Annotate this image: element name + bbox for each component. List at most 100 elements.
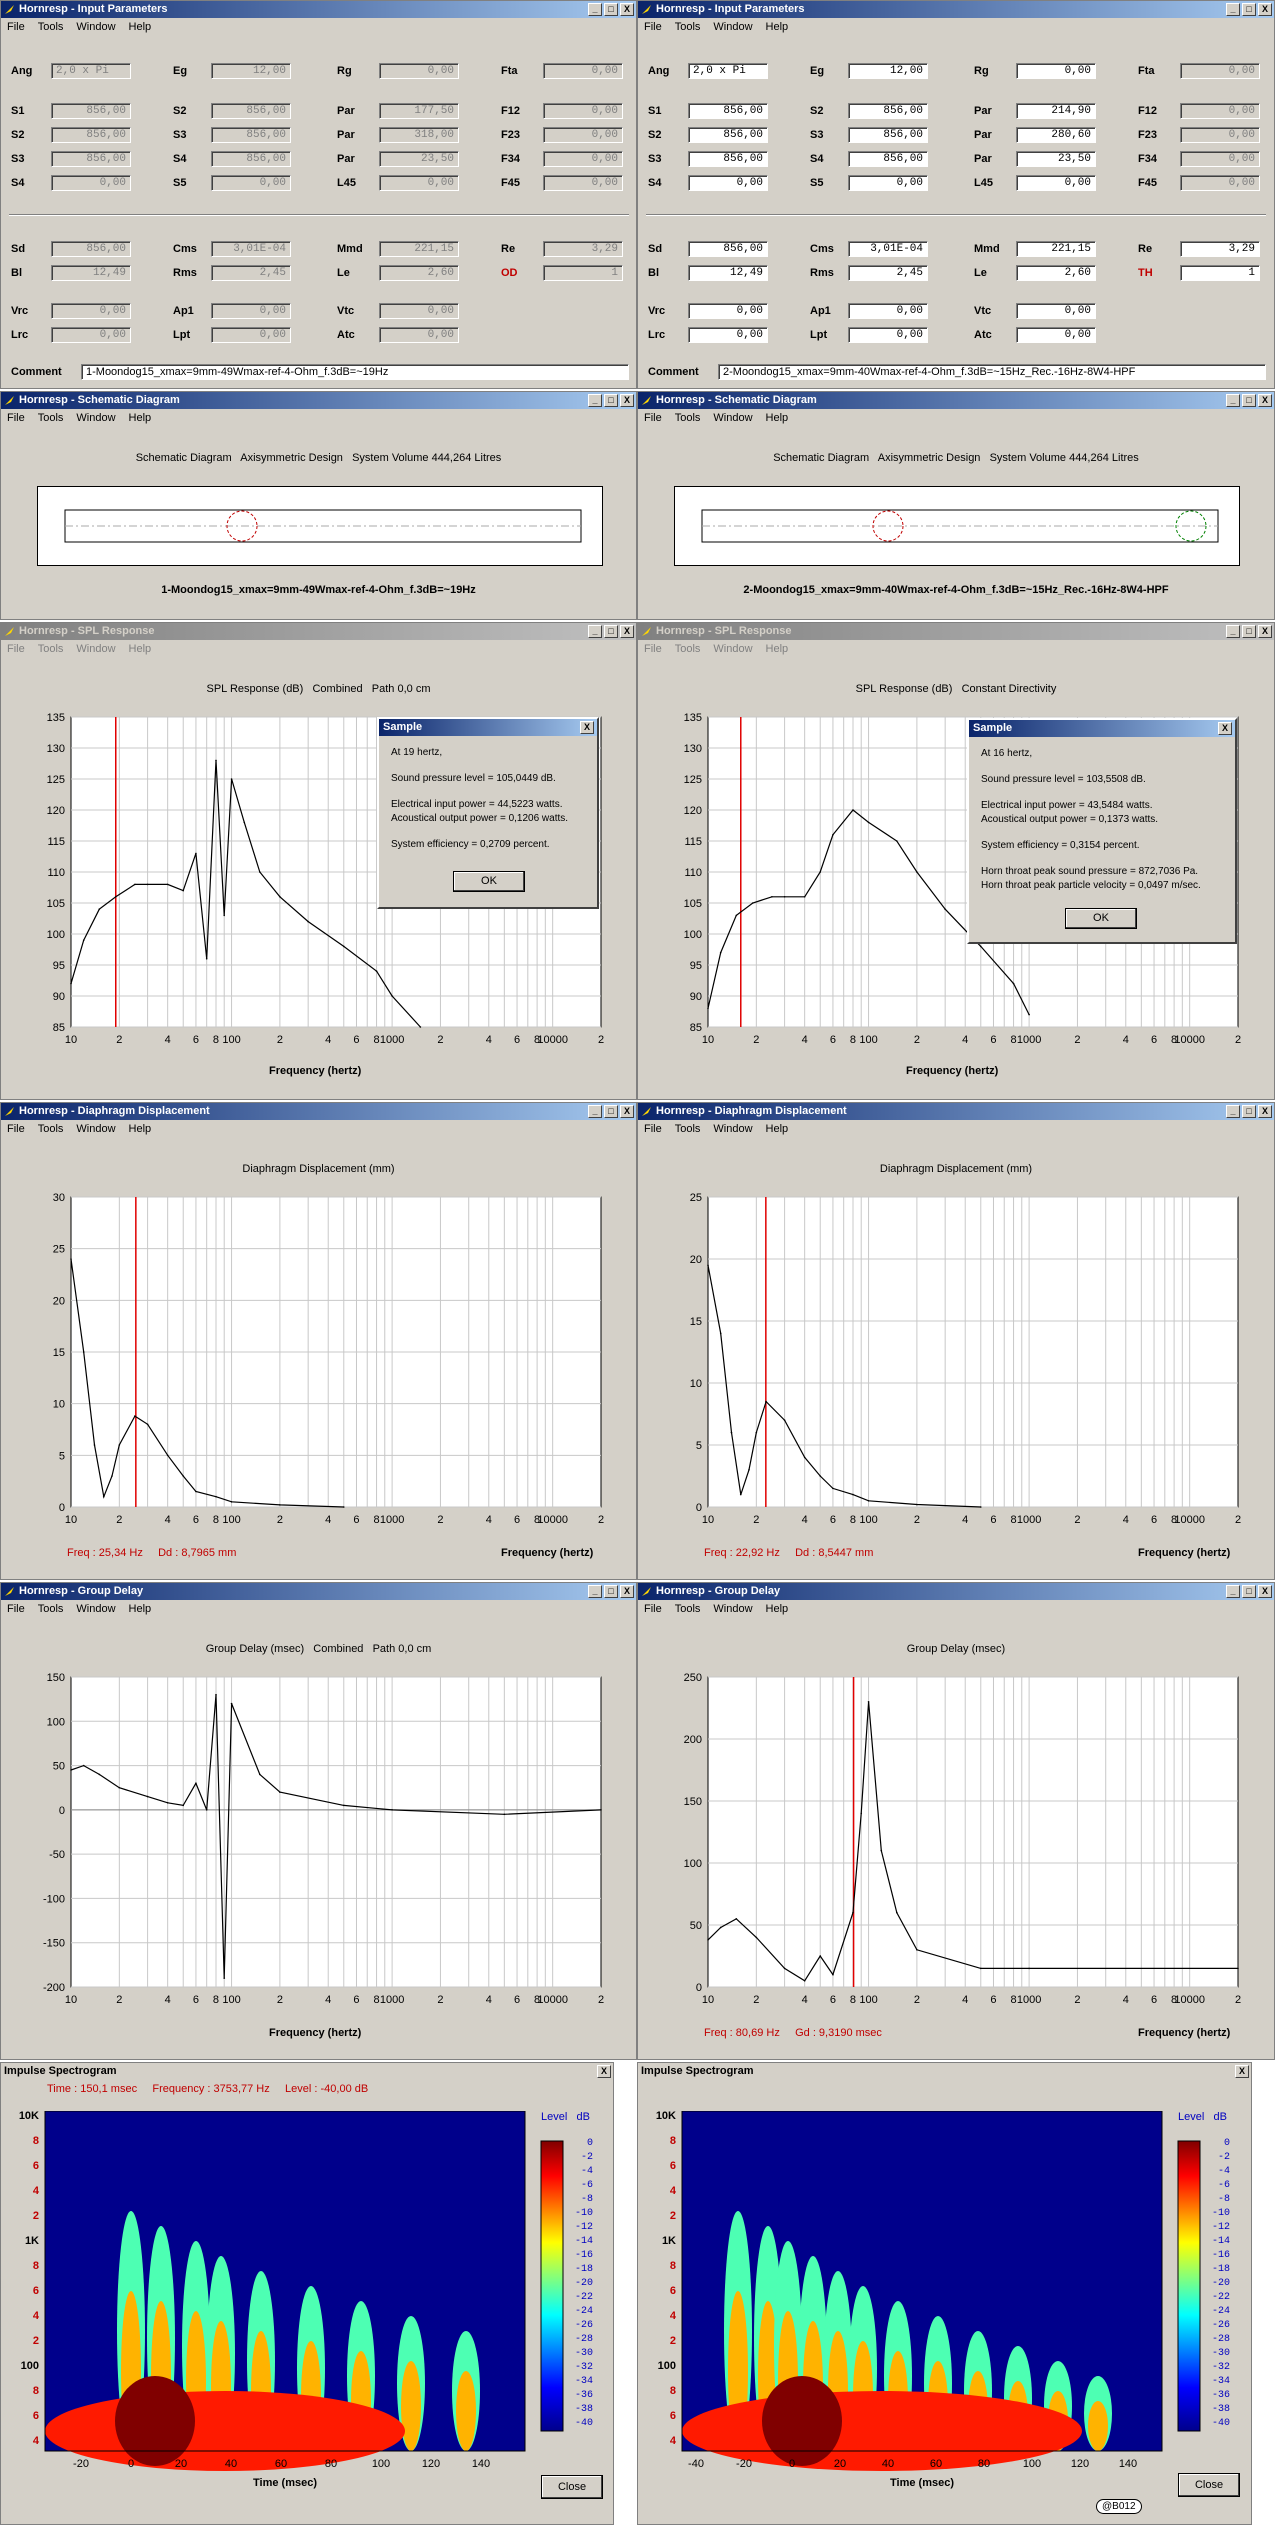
maximize-button[interactable]: □	[1242, 394, 1256, 407]
menu-window[interactable]: Window	[76, 643, 116, 655]
maximize-button[interactable]: □	[604, 1585, 618, 1598]
menu-window[interactable]: Window	[76, 21, 116, 33]
maximize-button[interactable]: □	[1242, 1585, 1256, 1598]
displacement-chart[interactable]: 0 5 10 15 20 25 30 10 2 4 6 8 100 2 4 6 8 1000 2 4 6 8 10000 2	[1, 1187, 636, 1527]
minimize-button[interactable]: _	[1226, 3, 1240, 16]
menu-window[interactable]: Window	[713, 1603, 753, 1615]
close-button[interactable]: X	[1258, 394, 1272, 407]
menu-help[interactable]: Help	[128, 643, 152, 655]
menu-help[interactable]: Help	[128, 21, 152, 33]
param-field-s4[interactable]: 0,00	[688, 175, 768, 191]
param-field-od[interactable]: 1	[543, 265, 623, 281]
param-field-par[interactable]: 23,50	[1016, 151, 1096, 167]
param-field-rms[interactable]: 2,45	[848, 265, 928, 281]
param-field-bl[interactable]: 12,49	[688, 265, 768, 281]
param-field-s4[interactable]: 856,00	[848, 151, 928, 167]
param-field-lpt[interactable]: 0,00	[848, 327, 928, 343]
menu-file[interactable]: File	[7, 1123, 25, 1135]
param-field-s5[interactable]: 0,00	[211, 175, 291, 191]
spectrogram-plot[interactable]: 10K 8 6 4 2 1K 8 6 4 2 100 8 6 4 -40 -20 0 20 40 60 80 100 120…	[638, 2110, 1251, 2511]
param-field-le[interactable]: 2,60	[1016, 265, 1096, 281]
menu-file[interactable]: File	[7, 643, 25, 655]
param-field-s2[interactable]: 856,00	[211, 103, 291, 119]
close-button[interactable]: X	[1258, 3, 1272, 16]
param-field-fta[interactable]: 0,00	[543, 63, 623, 79]
param-field-lpt[interactable]: 0,00	[211, 327, 291, 343]
minimize-button[interactable]: _	[1226, 625, 1240, 638]
param-field-par[interactable]: 177,50	[379, 103, 459, 119]
close-button[interactable]: X	[620, 394, 634, 407]
menu-tools[interactable]: Tools	[37, 21, 64, 33]
menu-tools[interactable]: Tools	[674, 21, 701, 33]
param-field-cms[interactable]: 3,01E-04	[211, 241, 291, 257]
minimize-button[interactable]: _	[1226, 1585, 1240, 1598]
param-field-s4[interactable]: 0,00	[51, 175, 131, 191]
menu-window[interactable]: Window	[713, 21, 753, 33]
param-field-s3[interactable]: 856,00	[211, 127, 291, 143]
menu-tools[interactable]: Tools	[674, 643, 701, 655]
minimize-button[interactable]: _	[588, 394, 602, 407]
param-field-re[interactable]: 3,29	[1180, 241, 1260, 257]
param-field-s1[interactable]: 856,00	[51, 103, 131, 119]
param-field-s3[interactable]: 856,00	[688, 151, 768, 167]
menu-help[interactable]: Help	[765, 643, 789, 655]
menu-tools[interactable]: Tools	[37, 1603, 64, 1615]
param-field-vtc[interactable]: 0,00	[379, 303, 459, 319]
param-field-sd[interactable]: 856,00	[51, 241, 131, 257]
param-field-par[interactable]: 280,60	[1016, 127, 1096, 143]
menu-help[interactable]: Help	[765, 412, 789, 424]
menu-window[interactable]: Window	[713, 643, 753, 655]
param-field-f23[interactable]: 0,00	[543, 127, 623, 143]
param-field-f23[interactable]: 0,00	[1180, 127, 1260, 143]
close-button[interactable]: Close	[1178, 2473, 1240, 2497]
param-field-f12[interactable]: 0,00	[1180, 103, 1260, 119]
close-button[interactable]: X	[1235, 2065, 1249, 2078]
param-field-fta[interactable]: 0,00	[1180, 63, 1260, 79]
maximize-button[interactable]: □	[1242, 625, 1256, 638]
close-button[interactable]: X	[1258, 625, 1272, 638]
param-field-bl[interactable]: 12,49	[51, 265, 131, 281]
minimize-button[interactable]: _	[588, 1585, 602, 1598]
param-field-vrc[interactable]: 0,00	[51, 303, 131, 319]
menu-window[interactable]: Window	[713, 412, 753, 424]
maximize-button[interactable]: □	[1242, 1105, 1256, 1118]
maximize-button[interactable]: □	[604, 394, 618, 407]
menu-window[interactable]: Window	[713, 1123, 753, 1135]
param-field-le[interactable]: 2,60	[379, 265, 459, 281]
minimize-button[interactable]: _	[1226, 1105, 1240, 1118]
param-field-f34[interactable]: 0,00	[543, 151, 623, 167]
param-field-s3[interactable]: 856,00	[848, 127, 928, 143]
param-field-f34[interactable]: 0,00	[1180, 151, 1260, 167]
menu-window[interactable]: Window	[76, 412, 116, 424]
param-field-atc[interactable]: 0,00	[379, 327, 459, 343]
close-button[interactable]: X	[620, 625, 634, 638]
param-field-re[interactable]: 3,29	[543, 241, 623, 257]
close-button[interactable]: X	[1258, 1585, 1272, 1598]
param-field-s3[interactable]: 856,00	[51, 151, 131, 167]
menu-tools[interactable]: Tools	[674, 1123, 701, 1135]
minimize-button[interactable]: _	[588, 1105, 602, 1118]
menu-tools[interactable]: Tools	[37, 1123, 64, 1135]
menu-help[interactable]: Help	[765, 1603, 789, 1615]
param-field-sd[interactable]: 856,00	[688, 241, 768, 257]
close-button[interactable]: X	[1258, 1105, 1272, 1118]
param-field-lrc[interactable]: 0,00	[688, 327, 768, 343]
close-button[interactable]: X	[620, 1105, 634, 1118]
menu-file[interactable]: File	[7, 412, 25, 424]
minimize-button[interactable]: _	[588, 3, 602, 16]
param-field-l45[interactable]: 0,00	[379, 175, 459, 191]
displacement-chart[interactable]: 0 5 10 15 20 25 10 2 4 6 8 100 2 4 6 8 1000 2 4 6 8 10000 2	[638, 1187, 1275, 1527]
group-delay-chart[interactable]: 0 50 100 150 200 250 10 2 4 6 8 100 2 4 6 8 1000 2 4 6 8 1000…	[638, 1667, 1275, 2007]
spectrogram-plot[interactable]: 10K 8 6 4 2 1K 8 6 4 2 100 8 6 4 -20 0 20 40 60 80 100 120 140…	[1, 2110, 613, 2511]
param-field-th[interactable]: 1	[1180, 265, 1260, 281]
menu-file[interactable]: File	[644, 21, 662, 33]
menu-tools[interactable]: Tools	[37, 412, 64, 424]
param-field-eg[interactable]: 12,00	[848, 63, 928, 79]
menu-tools[interactable]: Tools	[37, 643, 64, 655]
ok-button[interactable]: OK	[453, 871, 525, 892]
menu-help[interactable]: Help	[128, 412, 152, 424]
menu-window[interactable]: Window	[76, 1603, 116, 1615]
menu-help[interactable]: Help	[765, 1123, 789, 1135]
